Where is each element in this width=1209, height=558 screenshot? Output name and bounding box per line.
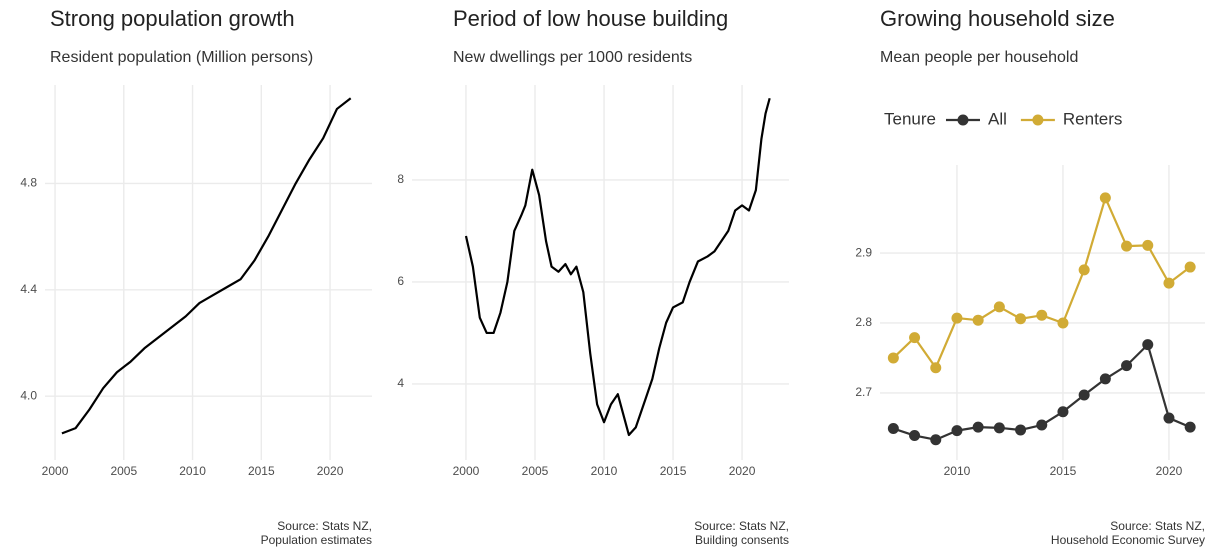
- data-point: [972, 421, 984, 433]
- data-point: [1099, 192, 1111, 204]
- y-tick-label: 2.7: [855, 385, 872, 399]
- source-note: Household Economic Survey: [1051, 533, 1205, 547]
- x-tick-label: 2020: [729, 464, 756, 478]
- x-tick-label: 2015: [660, 464, 687, 478]
- x-tick-label: 2010: [944, 464, 971, 478]
- panel-title: Strong population growth: [50, 6, 295, 31]
- x-tick-label: 2010: [591, 464, 618, 478]
- y-tick-label: 2.9: [855, 245, 872, 259]
- x-tick-label: 2000: [453, 464, 480, 478]
- legend-key-point: [957, 114, 969, 126]
- y-tick-label: 4.4: [20, 282, 37, 296]
- data-point: [1184, 261, 1196, 273]
- data-point: [887, 352, 899, 364]
- data-point: [1078, 264, 1090, 276]
- panel: Period of low house building New dwelling…: [397, 6, 789, 547]
- data-point: [1036, 309, 1048, 321]
- panel-subtitle: Resident population (Million persons): [50, 49, 313, 66]
- data-line: [61, 97, 352, 435]
- data-point: [1163, 412, 1175, 424]
- x-tick-label: 2015: [248, 464, 275, 478]
- data-line: [464, 97, 771, 437]
- data-point: [887, 423, 899, 435]
- x-tick-label: 2010: [179, 464, 206, 478]
- legend-key-point: [1032, 114, 1044, 126]
- x-tick-label: 2015: [1050, 464, 1077, 478]
- x-tick-label: 2000: [42, 464, 69, 478]
- source-note: Source: Stats NZ,: [694, 519, 789, 533]
- source-note: Population estimates: [261, 533, 372, 547]
- source-note: Source: Stats NZ,: [277, 519, 372, 533]
- data-point: [1163, 277, 1175, 289]
- legend-label: Renters: [1063, 109, 1123, 128]
- data-point: [1184, 421, 1196, 433]
- y-tick-label: 4.8: [20, 176, 37, 190]
- data-point: [993, 422, 1005, 434]
- y-tick-label: 4.0: [20, 388, 37, 402]
- data-point: [1099, 373, 1111, 385]
- x-tick-label: 2005: [110, 464, 137, 478]
- data-point: [1142, 339, 1154, 351]
- source-note: Source: Stats NZ,: [1110, 519, 1205, 533]
- data-point: [1057, 406, 1069, 418]
- panel-title: Growing household size: [880, 6, 1115, 31]
- data-point: [1121, 360, 1133, 372]
- x-tick-label: 2020: [1156, 464, 1183, 478]
- data-point: [909, 332, 921, 344]
- data-point: [1015, 424, 1027, 436]
- data-point: [1078, 389, 1090, 401]
- legend-title: Tenure: [884, 109, 936, 128]
- data-point: [972, 314, 984, 326]
- source-note: Building consents: [695, 533, 789, 547]
- x-tick-label: 2005: [522, 464, 549, 478]
- data-point: [930, 362, 942, 374]
- data-point: [1057, 317, 1069, 329]
- legend-label: All: [988, 109, 1007, 128]
- data-point: [1142, 239, 1154, 251]
- y-tick-label: 2.8: [855, 315, 872, 329]
- data-point: [1036, 419, 1048, 431]
- data-point: [951, 312, 963, 324]
- y-tick-label: 4: [397, 376, 404, 390]
- data-point: [1121, 240, 1133, 252]
- panel: Strong population growth Resident populat…: [20, 6, 372, 547]
- data-point: [951, 425, 963, 437]
- panel-title: Period of low house building: [453, 6, 728, 31]
- panel: Growing household size Mean people per ho…: [855, 6, 1205, 547]
- panel-subtitle: New dwellings per 1000 residents: [453, 49, 692, 66]
- data-point: [1015, 313, 1027, 325]
- data-point: [993, 301, 1005, 313]
- data-point: [909, 430, 921, 442]
- data-point: [930, 434, 942, 446]
- y-tick-label: 6: [397, 274, 404, 288]
- x-tick-label: 2020: [317, 464, 344, 478]
- panel-subtitle: Mean people per household: [880, 49, 1078, 66]
- y-tick-label: 8: [397, 172, 404, 186]
